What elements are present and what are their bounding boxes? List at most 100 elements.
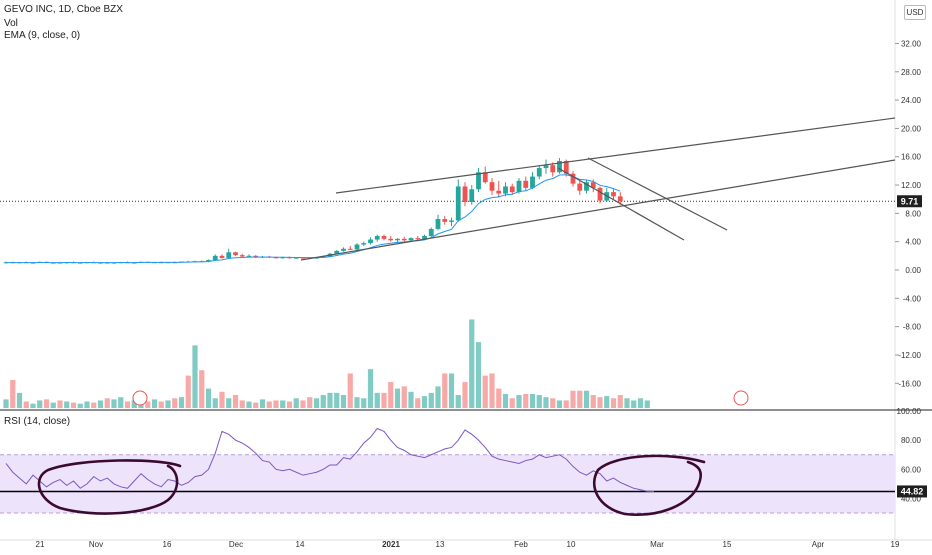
falling-wedge-upper-line xyxy=(587,157,728,231)
volume-bar xyxy=(334,392,340,408)
volume-bar xyxy=(199,370,205,408)
earnings-badge-label: E xyxy=(137,394,143,404)
volume-bar xyxy=(151,399,158,408)
volume-bar xyxy=(293,398,299,408)
candle-body xyxy=(293,257,299,259)
volume-bar xyxy=(178,397,185,408)
candle-body xyxy=(489,182,495,191)
currency-chip[interactable]: USD xyxy=(904,5,926,20)
annotation-loop-right xyxy=(592,454,706,516)
volume-bar xyxy=(158,401,164,408)
time-axis-label: 10 xyxy=(567,540,576,549)
time-axis-label: 13 xyxy=(436,540,445,549)
rsi-band xyxy=(0,454,895,514)
volume-bar xyxy=(280,400,286,408)
price-tick-label: -8.00 xyxy=(903,323,922,332)
volume-bar xyxy=(64,401,70,408)
volume-bar xyxy=(84,401,90,408)
earnings-badge-label: E xyxy=(738,394,744,404)
earnings-badge-circle xyxy=(733,390,749,406)
volume-bar xyxy=(374,392,380,408)
volume-bar xyxy=(563,400,569,408)
time-axis-label: Dec xyxy=(229,540,243,549)
earnings-badge-circle xyxy=(132,390,148,406)
volume-bar xyxy=(327,392,333,408)
candle-body xyxy=(570,173,576,184)
volume-bar xyxy=(610,398,617,408)
volume-bar xyxy=(631,400,637,408)
falling-wedge-lower-line xyxy=(557,167,685,241)
candle-body xyxy=(253,255,259,258)
volume-bar xyxy=(361,398,367,408)
candle-body xyxy=(557,160,562,173)
volume-bar xyxy=(340,395,347,408)
volume-bar xyxy=(172,398,178,408)
price-tick-label: 24.00 xyxy=(901,96,922,105)
candle-body xyxy=(550,165,556,173)
volume-bar xyxy=(644,400,650,408)
volume-bar xyxy=(597,397,603,408)
volume-bar xyxy=(104,398,110,408)
volume-bar xyxy=(502,393,509,408)
lower-channel-trendline xyxy=(300,159,896,261)
time-axis-label: 21 xyxy=(36,540,45,549)
candle-body xyxy=(408,238,414,241)
symbol-title[interactable]: GEVO INC, 1D, Cboe BZX xyxy=(4,4,123,15)
volume-bar xyxy=(556,400,563,408)
volume-bar xyxy=(448,373,455,408)
candle-body xyxy=(381,236,387,239)
candle-body xyxy=(590,182,596,188)
volume-bar xyxy=(16,392,23,408)
volume-bar xyxy=(543,397,549,408)
time-axis-label: Apr xyxy=(812,540,825,549)
annotation-loop-left xyxy=(37,459,182,515)
candle-body xyxy=(449,220,454,222)
candle-body xyxy=(395,238,400,241)
volume-bar xyxy=(637,398,644,408)
price-tick-label: 20.00 xyxy=(901,124,922,133)
volume-bar xyxy=(482,375,488,408)
volume-bar xyxy=(185,375,191,408)
price-tick-label: 12.00 xyxy=(901,181,922,190)
volume-bar xyxy=(523,393,529,408)
candle-body xyxy=(206,260,211,262)
candle-body xyxy=(503,186,508,194)
candle-body xyxy=(422,236,427,239)
volume-bar xyxy=(381,392,387,408)
candle-body xyxy=(233,252,238,256)
volume-legend[interactable]: Vol xyxy=(4,18,18,29)
candle-body xyxy=(219,255,225,258)
candle-body xyxy=(442,219,448,222)
volume-bar xyxy=(435,386,441,408)
volume-bar xyxy=(10,379,16,408)
candle-body xyxy=(516,180,522,193)
price-tick-label: -4.00 xyxy=(903,294,922,303)
volume-bar xyxy=(509,398,515,408)
time-axis-label: 15 xyxy=(723,540,732,549)
volume-bar xyxy=(367,369,374,408)
rsi-legend[interactable]: RSI (14, close) xyxy=(4,416,71,427)
volume-bar xyxy=(313,398,320,408)
candle-body xyxy=(273,257,279,259)
volume-bar xyxy=(394,388,401,408)
volume-bar xyxy=(145,401,151,408)
ema-legend[interactable]: EMA (9, close, 0) xyxy=(4,30,81,41)
volume-bar xyxy=(37,400,43,408)
volume-bar xyxy=(550,398,556,408)
volume-bar xyxy=(273,400,279,408)
volume-bar xyxy=(570,390,576,408)
candle-body xyxy=(523,180,529,188)
candle-body xyxy=(543,165,549,169)
volume-bar xyxy=(401,386,407,408)
candle-body xyxy=(212,255,218,261)
earnings-badge: E xyxy=(733,390,749,406)
candle-body xyxy=(509,186,515,193)
price-tick-label: 4.00 xyxy=(905,238,921,247)
candle-body xyxy=(536,168,542,177)
volume-bar xyxy=(516,395,522,408)
volume-bar xyxy=(91,402,97,408)
volume-bar xyxy=(212,398,218,408)
candle-body xyxy=(462,186,468,203)
